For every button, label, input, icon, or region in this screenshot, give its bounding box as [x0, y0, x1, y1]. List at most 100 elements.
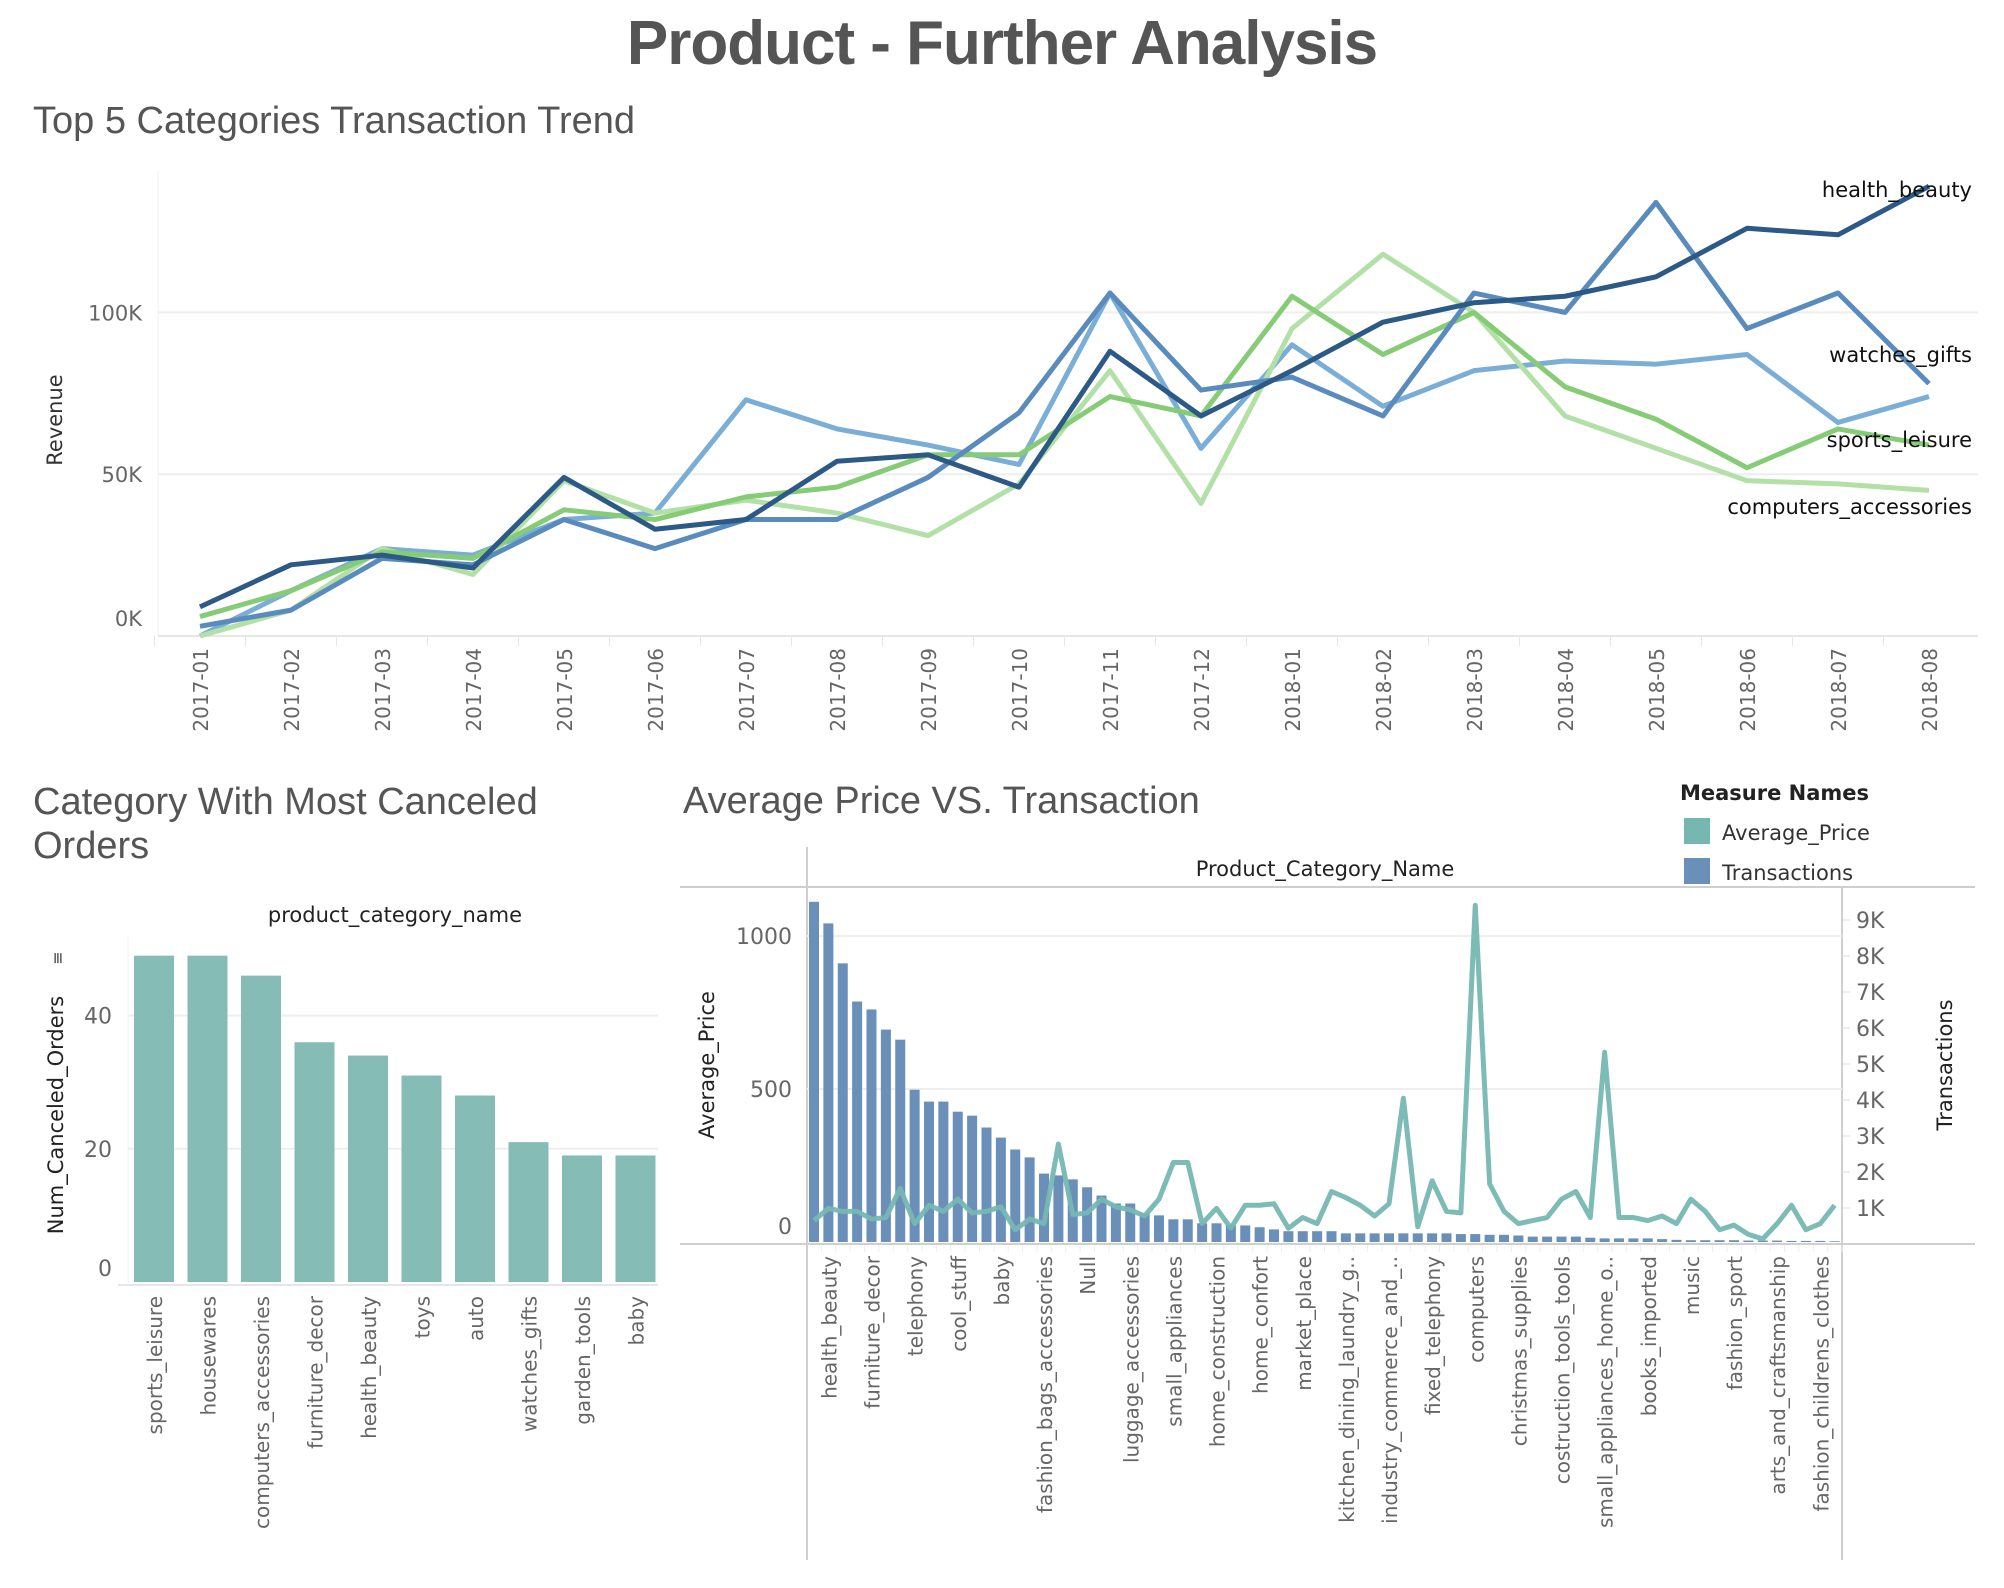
- y-tick-label: 40: [84, 1005, 112, 1030]
- transactions-bar: [1513, 1235, 1524, 1242]
- x-tick-label: industry_commerce_and_..: [1378, 1256, 1402, 1524]
- x-tick-label: telephony: [904, 1256, 928, 1356]
- transactions-bar: [1786, 1240, 1797, 1242]
- transactions-bar: [938, 1101, 949, 1242]
- left-tick-label: 0: [778, 1215, 792, 1240]
- transactions-bar: [1197, 1223, 1208, 1242]
- bar-garden_tools: [562, 1155, 602, 1282]
- transactions-bar: [1039, 1173, 1049, 1242]
- x-tick-label: 2017-08: [826, 648, 850, 732]
- transactions-bar: [1010, 1149, 1021, 1242]
- right-tick-label: 8K: [1856, 945, 1885, 970]
- right-tick-label: 1K: [1856, 1197, 1885, 1222]
- transactions-bar: [1527, 1236, 1538, 1242]
- transactions-bar: [1642, 1238, 1653, 1242]
- transactions-bar: [1829, 1241, 1840, 1242]
- transactions-bar: [895, 1039, 906, 1242]
- transactions-bar: [909, 1089, 920, 1242]
- x-tick-label: 2017-05: [553, 648, 577, 732]
- x-tick-label: fashion_bags_accessories: [1033, 1256, 1057, 1513]
- transactions-bar: [1585, 1237, 1596, 1242]
- x-tick-label: 2018-03: [1463, 648, 1487, 732]
- bar-housewares: [187, 955, 228, 1282]
- x-tick-label: health_beauty: [817, 1256, 841, 1399]
- bar-baby: [615, 1155, 656, 1282]
- x-tick-label: small_appliances: [1162, 1256, 1186, 1427]
- left-axis-title: Average_Price: [695, 991, 720, 1139]
- transactions-bar: [1110, 1203, 1121, 1242]
- transactions-bar: [1053, 1175, 1064, 1242]
- legend-title: Measure Names: [1680, 781, 1869, 805]
- transactions-bar: [1269, 1229, 1279, 1242]
- x-tick-label: home_construction: [1206, 1256, 1230, 1447]
- transactions-bar: [1398, 1233, 1409, 1242]
- left-tick-label: 1000: [736, 925, 792, 950]
- bar-watches_gifts: [508, 1142, 549, 1282]
- transactions-bar: [981, 1127, 992, 1242]
- x-tick-label: arts_and_craftsmanship: [1766, 1256, 1790, 1495]
- bar-auto: [455, 1095, 495, 1282]
- bar-furniture_decor: [294, 1042, 335, 1282]
- transactions-bar: [1800, 1240, 1811, 1242]
- transactions-bar: [1628, 1238, 1639, 1242]
- right-tick-label: 5K: [1856, 1053, 1885, 1078]
- transactions-bar: [1297, 1231, 1308, 1242]
- transactions-bar: [1139, 1213, 1150, 1242]
- transactions-bar: [1412, 1233, 1423, 1242]
- x-tick-label: housewares: [197, 1296, 221, 1415]
- x-tick-label: computers_accessories: [250, 1296, 274, 1529]
- transactions-bar: [1714, 1240, 1725, 1242]
- transactions-bar: [852, 1001, 863, 1242]
- x-tick-label: sports_leisure: [143, 1296, 167, 1434]
- x-tick-label: books_imported: [1637, 1256, 1661, 1416]
- x-tick-label: 2017-02: [280, 648, 304, 732]
- x-tick-label: 2018-04: [1554, 648, 1578, 732]
- transactions-bar: [1024, 1157, 1035, 1242]
- x-tick-label: 2018-01: [1281, 648, 1305, 732]
- average-price-line: [812, 902, 1837, 1242]
- transactions-bar: [1743, 1240, 1754, 1242]
- transactions-bar: [1470, 1234, 1481, 1242]
- x-tick-label: 2017-06: [644, 648, 668, 732]
- series-label-watches_gifts: watches_gifts: [1829, 343, 1972, 368]
- x-tick-label: 2017-10: [1008, 648, 1032, 732]
- transactions-bar: [823, 923, 834, 1242]
- x-tick-label: toys: [411, 1296, 435, 1338]
- transactions-bar: [1326, 1231, 1337, 1242]
- transactions-bar: [1312, 1231, 1323, 1242]
- price-vs-transaction-title: Average Price VS. Transaction: [683, 780, 1200, 822]
- x-tick-label: health_beauty: [357, 1296, 381, 1439]
- x-tick-label: 2017-03: [371, 648, 395, 732]
- right-tick-label: 6K: [1856, 1017, 1885, 1042]
- transactions-bar: [1355, 1233, 1366, 1242]
- legend-swatch-average-price: [1684, 818, 1710, 844]
- transactions-bar: [952, 1111, 963, 1242]
- right-tick-label: 2K: [1856, 1161, 1885, 1186]
- transactions-bar: [1211, 1223, 1222, 1242]
- transactions-bar: [1499, 1234, 1509, 1242]
- right-axis-title: Transactions: [1933, 999, 1957, 1131]
- legend-label-average-price: Average_Price: [1722, 821, 1870, 846]
- x-tick-label: 2017-01: [189, 648, 213, 732]
- series-label-health_beauty: health_beauty: [1822, 178, 1972, 203]
- bar-toys: [401, 1075, 442, 1282]
- series-label-computers_accessories: computers_accessories: [1727, 495, 1972, 520]
- x-tick-label: 2018-02: [1372, 648, 1396, 732]
- column-header: Product_Category_Name: [1196, 857, 1455, 882]
- transactions-bar: [880, 1029, 891, 1242]
- transactions-bar: [1427, 1233, 1438, 1242]
- transactions-bar: [1254, 1227, 1265, 1242]
- x-tick-label: 2018-07: [1827, 648, 1851, 732]
- transactions-bar: [1556, 1236, 1567, 1242]
- legend-swatch-transactions: [1684, 858, 1710, 884]
- x-tick-label: 2018-05: [1645, 648, 1669, 732]
- right-tick-label: 4K: [1856, 1089, 1885, 1114]
- right-tick-label: 3K: [1856, 1125, 1885, 1150]
- x-tick-label: small_appliances_home_o..: [1594, 1256, 1618, 1528]
- transactions-bar: [809, 901, 819, 1242]
- x-tick-label: auto: [464, 1296, 488, 1341]
- x-tick-label: costruction_tools_tools: [1551, 1256, 1575, 1484]
- x-tick-label: 2017-11: [1099, 648, 1123, 732]
- x-tick-label: furniture_decor: [304, 1295, 328, 1449]
- transactions-bar: [995, 1137, 1006, 1242]
